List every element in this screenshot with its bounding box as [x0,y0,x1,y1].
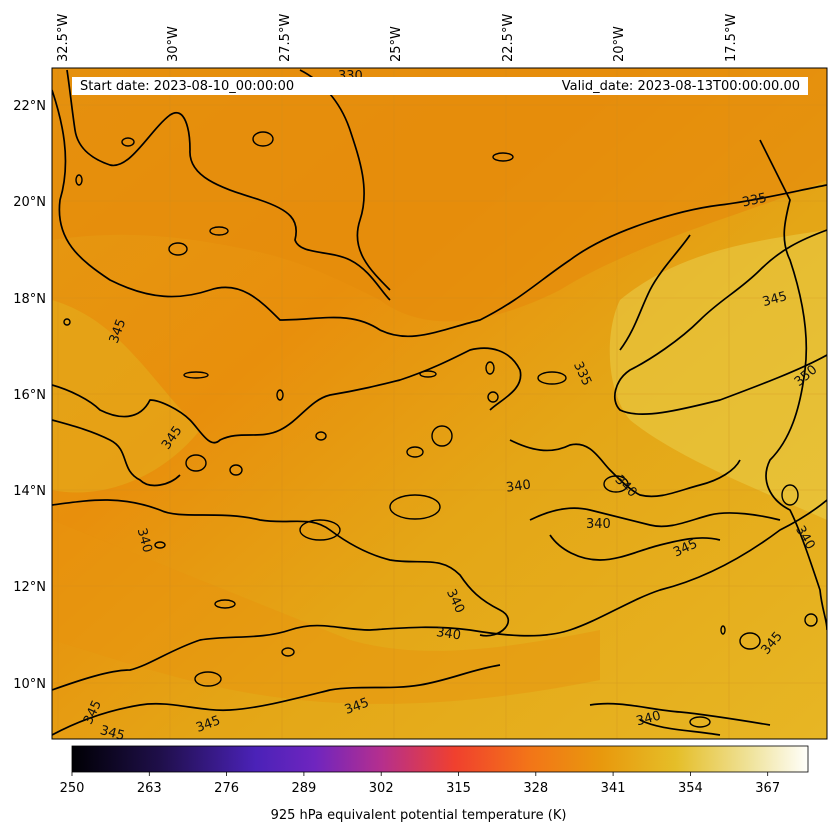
lat-tick-label: 16°N [13,388,46,403]
map-frame [51,67,828,740]
contour-label: 345 [98,723,126,744]
colorbar-tick-label: 341 [601,781,626,796]
valid-date-label: Valid_date: 2023-08-13T00:00:00.00 [561,78,800,94]
contour-label: 340 [435,625,462,643]
lat-tick-label: 22°N [13,99,46,114]
lat-tick-labels: 22°N 20°N 18°N 16°N 14°N 12°N 10°N [13,99,46,692]
colorbar-ramp [71,745,809,773]
orange-band-south [52,520,600,704]
colorbar-tick-label: 302 [369,781,394,796]
lon-tick-label: 30°W [166,26,181,62]
lon-tick-label: 25°W [389,26,404,62]
colorbar-tick-label: 354 [678,781,703,796]
orange-band-north [52,68,827,322]
date-info-box: Start date: 2023-08-10_00:00:00 Valid_da… [72,77,808,95]
colorbar-tick-label: 328 [523,781,548,796]
lat-tick-label: 20°N [13,195,46,210]
contour-label: 340 [635,708,663,729]
contour-label: 345 [761,289,789,310]
start-date-label: Start date: 2023-08-10_00:00:00 [80,78,295,94]
lat-tick-label: 18°N [13,292,46,307]
lon-tick-label: 32.5°W [56,14,71,62]
colorbar: 250 263 276 289 302 315 328 341 354 367 [60,745,809,796]
colorbar-tick-label: 367 [755,781,780,796]
colorbar-tick-label: 263 [137,781,162,796]
lat-tick-label: 14°N [13,484,46,499]
pale-region-east [609,230,827,520]
map-panel: 330 335 345 350 335 345 345 340 340 340 … [52,68,827,744]
lon-tick-label: 17.5°W [724,14,739,62]
colorbar-tick-label: 315 [446,781,471,796]
contour-label: 340 [134,527,155,555]
lat-tick-label: 12°N [13,580,46,595]
colorbar-tick-label: 250 [60,781,85,796]
small-contour-islands [63,131,818,728]
lon-tick-label: 20°W [612,26,627,62]
yellow-region-west [52,300,200,493]
graticule [52,68,827,739]
contour-label: 340 [505,477,532,495]
colorbar-tick-label: 289 [291,781,316,796]
lat-tick-label: 10°N [13,677,46,692]
lon-tick-label: 27.5°W [278,14,293,62]
lon-tick-label: 22.5°W [501,14,516,62]
colorbar-title: 925 hPa equivalent potential temperature… [270,808,567,823]
colorbar-tick-label: 276 [214,781,239,796]
contour-label: 340 [586,517,611,532]
lon-tick-labels: 32.5°W 30°W 27.5°W 25°W 22.5°W 20°W 17.5… [56,14,739,62]
contour-lines [52,69,827,736]
contour-label: 335 [741,191,768,211]
